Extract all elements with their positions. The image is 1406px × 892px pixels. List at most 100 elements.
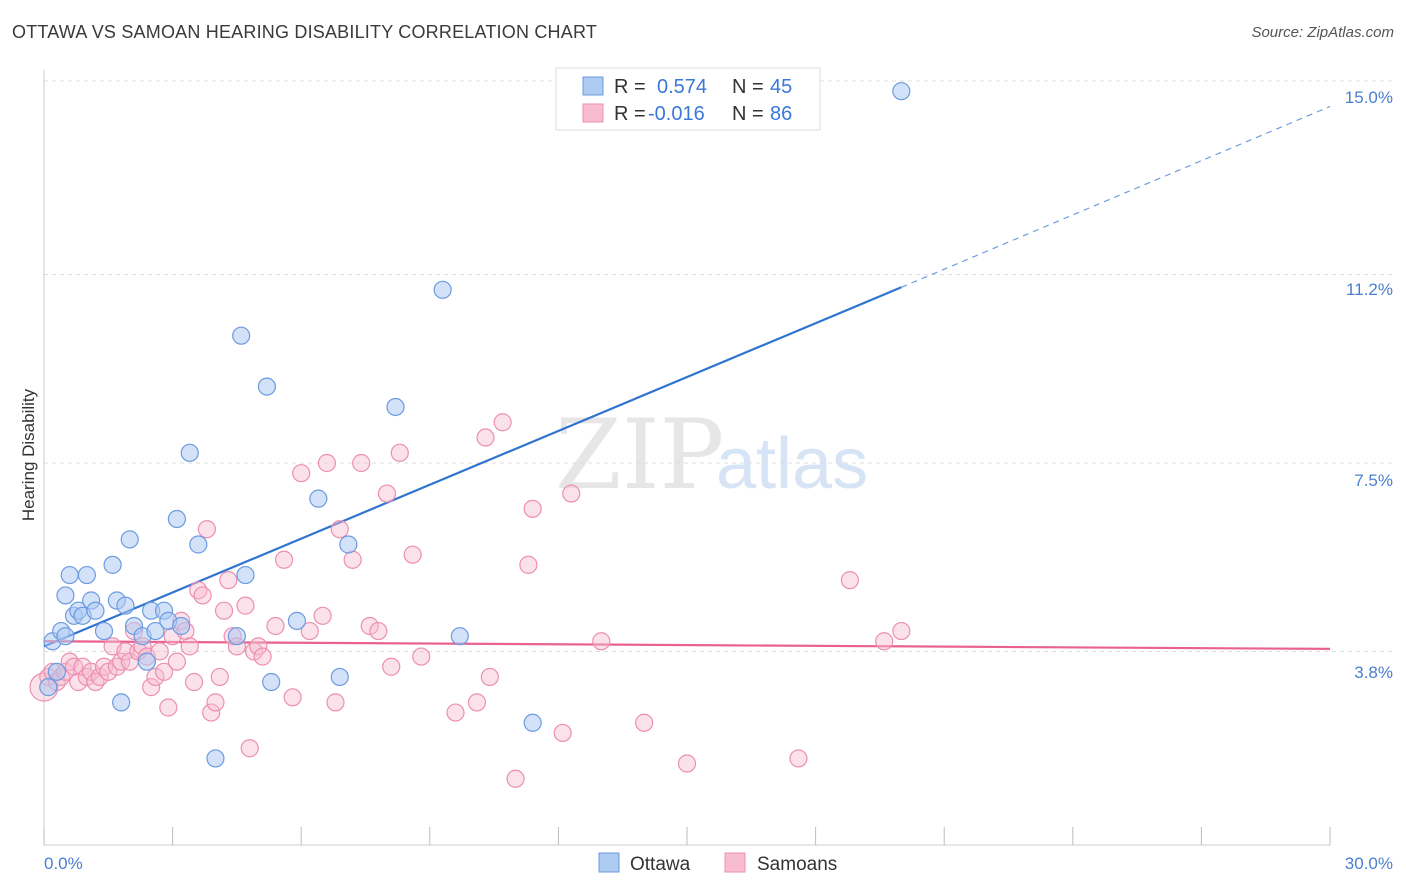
samoan-point: [635, 713, 654, 732]
samoan-point: [300, 621, 319, 641]
samoan-point: [184, 672, 204, 692]
ottawa-point: [112, 693, 131, 712]
legend-r-value-ottawa: 0.574: [657, 76, 707, 98]
y-tick-label-11: 11.2%: [1346, 280, 1393, 299]
legend-r-label-ottawa: R =: [614, 76, 646, 98]
samoan-point: [197, 520, 216, 539]
legend-swatch-samoan: [582, 103, 604, 123]
samoan-point: [562, 484, 581, 503]
samoan-point: [180, 637, 199, 656]
samoan-point: [167, 652, 186, 671]
samoan-point: [330, 520, 349, 539]
samoan-point: [90, 667, 109, 687]
samoan-point: [99, 662, 118, 681]
samoan-point: [154, 662, 174, 681]
ottawa-point: [167, 509, 186, 529]
legend-n-value-ottawa: 45: [770, 76, 792, 98]
samoan-point: [253, 647, 272, 666]
ottawa-point: [892, 82, 911, 101]
samoan-point: [116, 642, 135, 661]
samoan-point: [343, 550, 362, 569]
legend-n-value-samoan: 86: [770, 103, 792, 125]
samoan-point: [840, 571, 859, 590]
samoan-point: [283, 688, 302, 707]
samoan-point: [493, 413, 512, 432]
samoan-point: [519, 555, 538, 574]
samoan-point: [553, 723, 572, 743]
x-tick-label-max: 30.0%: [1345, 854, 1393, 873]
ottawa-point: [47, 662, 66, 681]
legend-r-label-samoan: R =: [614, 103, 646, 125]
samoan-point: [377, 484, 397, 503]
ottawa-point: [206, 749, 225, 768]
samoan-point: [677, 754, 697, 773]
samoan-point: [480, 667, 499, 687]
ottawa-point: [236, 565, 255, 585]
ottawa-point: [189, 535, 208, 554]
samoan-point: [159, 698, 178, 717]
axes: [43, 70, 1331, 846]
samoan-point: [446, 703, 465, 722]
samoan-point: [219, 571, 238, 590]
ottawa-point: [60, 565, 79, 585]
samoan-point: [292, 464, 311, 483]
samoan-point: [523, 499, 542, 518]
watermark-zip: ZIP: [555, 399, 724, 511]
ottawa-point: [339, 535, 358, 554]
samoan-point: [326, 693, 345, 712]
samoan-point: [142, 678, 161, 697]
ottawa-point: [386, 397, 405, 417]
samoan-point: [390, 443, 409, 462]
y-tick-label-3: 3.8%: [1354, 663, 1393, 682]
ottawa-point: [56, 627, 75, 646]
gridlines: [44, 80, 1393, 652]
ottawa-point: [180, 443, 199, 462]
ottawa-point: [86, 601, 105, 620]
y-axis-label: Hearing Disability: [19, 388, 38, 521]
data-points: [29, 82, 911, 788]
bottom-legend-label-samoan: Samoans: [757, 854, 837, 875]
ottawa-point: [450, 627, 469, 646]
ottawa-point: [94, 621, 114, 641]
samoan-point: [236, 596, 255, 615]
ottawa-point: [433, 280, 452, 299]
legend-n-label-samoan: N =: [732, 103, 764, 125]
samoan-point: [360, 616, 379, 636]
samoan-point: [150, 642, 169, 661]
ottawa-point: [172, 616, 191, 636]
trend-line-ottawa-extension: [901, 105, 1331, 288]
samoan-point: [210, 667, 229, 687]
ottawa-point: [120, 530, 139, 549]
series-legend: Ottawa Samoans: [598, 852, 837, 875]
samoan-point: [266, 616, 285, 636]
samoan-point: [352, 453, 371, 473]
ottawa-point: [56, 586, 75, 605]
ottawa-point: [116, 596, 135, 615]
bottom-legend-label-ottawa: Ottawa: [630, 854, 691, 875]
samoan-point: [892, 621, 911, 641]
samoan-point: [506, 769, 525, 788]
samoan-point: [214, 601, 234, 620]
samoan-point: [382, 657, 401, 676]
ottawa-point: [257, 377, 277, 396]
trend-lines: [43, 105, 1331, 651]
samoan-point: [193, 586, 212, 605]
samoan-point: [403, 545, 422, 564]
samoan-point: [875, 632, 894, 651]
y-tick-label-7: 7.5%: [1354, 471, 1393, 490]
samoan-point: [202, 703, 221, 722]
bottom-legend-swatch-ottawa: [598, 852, 620, 873]
ottawa-point: [137, 652, 156, 671]
samoan-point: [240, 739, 259, 758]
samoan-point: [249, 637, 268, 656]
samoan-point: [313, 606, 332, 625]
watermark-atlas: atlas: [716, 424, 868, 504]
samoan-point: [592, 632, 611, 651]
chart-source: Source: ZipAtlas.com: [1251, 24, 1394, 41]
bottom-legend-swatch-samoan: [724, 852, 746, 873]
trend-line-ottawa: [43, 286, 902, 648]
ottawa-point: [330, 667, 349, 687]
samoan-point: [274, 550, 294, 569]
samoan-point: [789, 749, 808, 768]
